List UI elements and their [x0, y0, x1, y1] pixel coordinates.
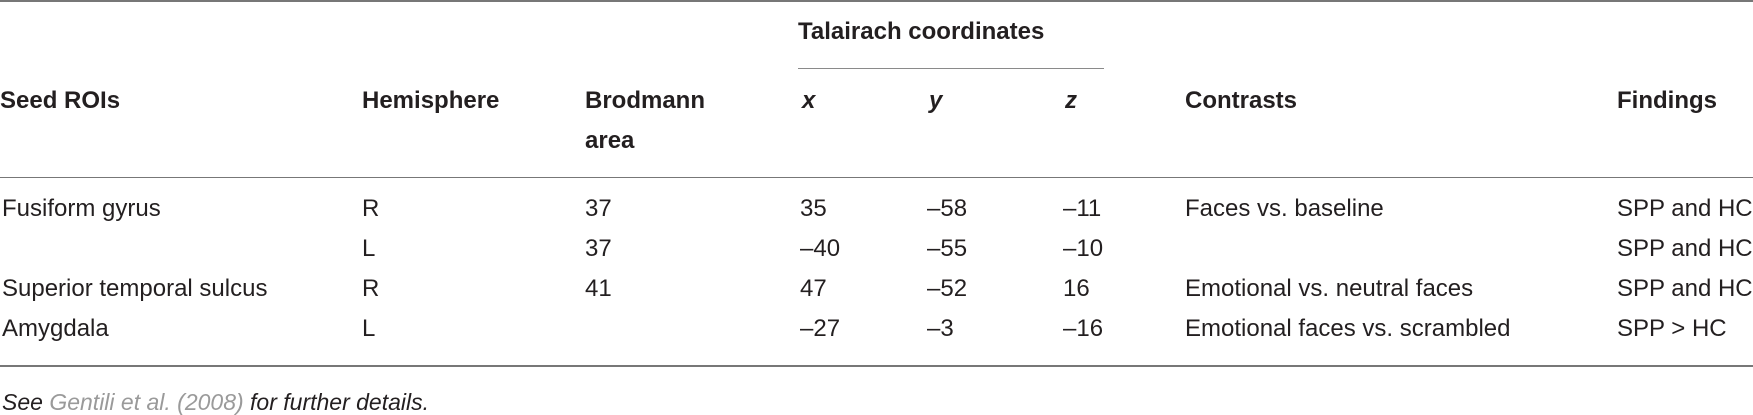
cell-y: –3	[927, 315, 954, 342]
cell-hemisphere: R	[362, 275, 380, 302]
cell-x: –27	[800, 315, 841, 342]
cell-finding: SPP and HC	[1617, 195, 1753, 222]
cell-contrast: Emotional faces vs. scrambled	[1185, 315, 1511, 342]
cell-z: –16	[1063, 315, 1104, 342]
header-x: x	[802, 87, 816, 114]
cell-brodmann: 41	[585, 275, 612, 302]
cell-seed: Amygdala	[2, 315, 109, 342]
footnote-suffix: for further details.	[243, 389, 430, 415]
cell-finding: SPP and HC	[1617, 235, 1753, 262]
cell-x: 47	[800, 275, 827, 302]
footnote-prefix: See	[2, 389, 50, 415]
cell-z: 16	[1063, 275, 1090, 302]
cell-hemisphere: L	[362, 235, 376, 262]
cell-brodmann: 37	[585, 235, 612, 262]
cell-contrast: Emotional vs. neutral faces	[1185, 275, 1474, 302]
header-brodmann-line2: area	[585, 127, 635, 154]
top-rule	[0, 0, 1753, 2]
cell-x: 35	[800, 195, 827, 222]
cell-y: –52	[927, 275, 968, 302]
header-findings: Findings	[1617, 87, 1717, 114]
cell-z: –10	[1063, 235, 1104, 262]
cell-brodmann: 37	[585, 195, 612, 222]
header-rule	[0, 177, 1753, 178]
bottom-rule	[0, 365, 1753, 367]
talairach-group-header: Talairach coordinates	[798, 18, 1045, 45]
talairach-underline	[798, 68, 1104, 69]
header-contrasts: Contrasts	[1185, 87, 1298, 114]
cell-hemisphere: R	[362, 195, 380, 222]
cell-z: –11	[1063, 195, 1102, 222]
cell-finding: SPP > HC	[1617, 315, 1727, 342]
table-footnote: See Gentili et al. (2008) for further de…	[2, 389, 429, 415]
header-seed-rois: Seed ROIs	[0, 87, 121, 114]
cell-x: –40	[800, 235, 841, 262]
cell-seed: Fusiform gyrus	[2, 195, 161, 222]
cell-y: –58	[927, 195, 968, 222]
cell-contrast: Faces vs. baseline	[1185, 195, 1384, 222]
header-hemisphere: Hemisphere	[362, 87, 500, 114]
cell-hemisphere: L	[362, 315, 376, 342]
header-y: y	[929, 87, 943, 114]
reference-link[interactable]: Gentili et al. (2008)	[49, 389, 244, 415]
cell-y: –55	[927, 235, 968, 262]
header-z: z	[1065, 87, 1077, 114]
cell-seed: Superior temporal sulcus	[2, 275, 268, 302]
header-brodmann-line1: Brodmann	[585, 87, 705, 114]
cell-finding: SPP and HC	[1617, 275, 1753, 302]
